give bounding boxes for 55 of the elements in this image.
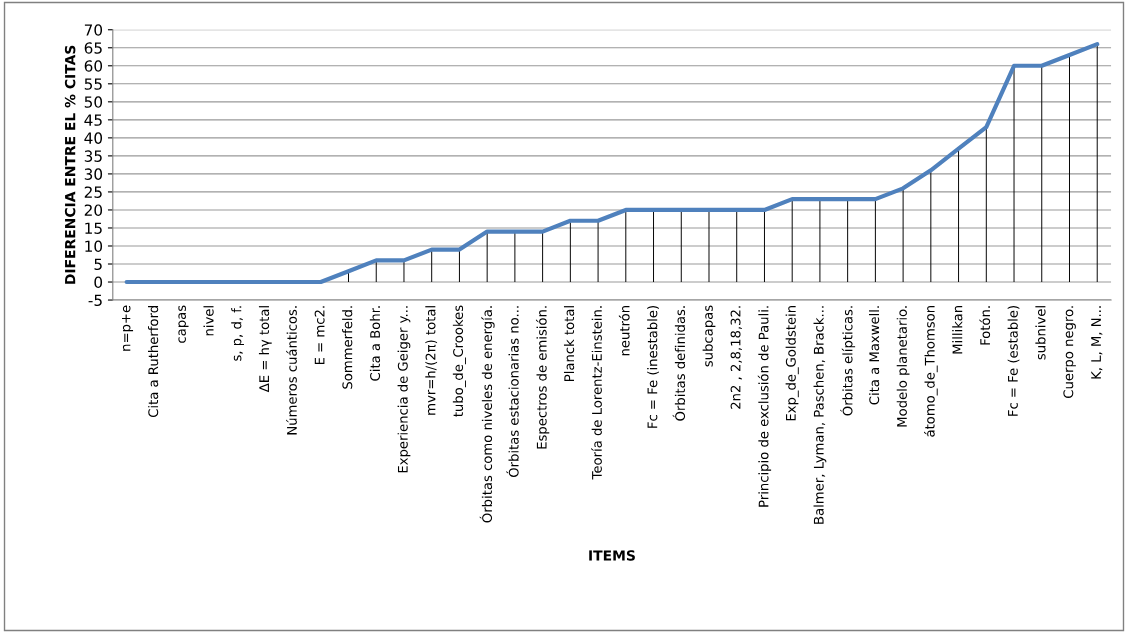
x-tick-label: K, L, M, N... <box>1091 306 1103 379</box>
x-tick-label: s, p, d, f. <box>231 306 244 361</box>
x-tick-label: Órbitas como niveles de energía. <box>479 306 495 523</box>
x-tick-label: Exp_de_Goldstein <box>785 306 799 421</box>
x-tick-label: E = mc2. <box>314 306 325 365</box>
x-tick-label: Cita a Maxwell. <box>868 306 880 405</box>
y-tick-label: 25 <box>84 186 102 198</box>
y-tick-label: 5 <box>94 258 102 271</box>
x-tick-label: subnivel <box>1035 306 1046 360</box>
line-series <box>124 42 1100 285</box>
x-tick-label: Espectros de emisión. <box>535 306 550 449</box>
x-tick-label: Sommerfeld. <box>342 306 353 389</box>
x-tick-label: nivel <box>203 306 214 336</box>
y-tick-label: 10 <box>85 240 103 253</box>
x-tick-label: subcapas <box>702 305 716 367</box>
x-tick-label: Teoría de Lorentz-Einstein. <box>591 306 602 480</box>
x-tick-label: tubo_de_Crookes <box>452 305 466 417</box>
y-tick-label: 0 <box>94 276 103 289</box>
x-tick-label: Números cuánticos. <box>286 306 297 435</box>
x-tick-label: Fc = Fe (inestable) <box>647 306 659 428</box>
y-tick-label: 20 <box>84 204 103 216</box>
y-tick-label: 55 <box>84 78 102 90</box>
x-tick-label: Fotón. <box>979 306 991 345</box>
y-tick-label: 70 <box>84 24 103 36</box>
y-tick-label: 35 <box>84 150 102 162</box>
x-tick-label: Órbitas estacionarias no... <box>506 306 519 478</box>
x-tick-label: neutrón <box>618 306 630 356</box>
x-tick-label: Millikan <box>952 306 963 354</box>
y-tick-label: 65 <box>84 42 102 54</box>
x-tick-label: Planck total <box>563 306 575 381</box>
x-tick-label: ΔE = hγ total <box>258 306 272 393</box>
x-tick-label: Cuerpo negro. <box>1063 306 1076 398</box>
y-tick-label: 40 <box>84 132 103 144</box>
y-axis-title: DIFERENCIA ENTRE EL % CITAS <box>64 45 76 284</box>
x-tick-label: n=p+e <box>122 305 134 351</box>
y-tick-label: -5 <box>88 294 102 307</box>
x-tick-label: Balmer, Lyman, Paschen, Brack... <box>813 306 827 524</box>
y-tick-label: 50 <box>84 96 103 108</box>
x-tick-label: capas <box>178 305 189 343</box>
y-tick-label: 45 <box>84 114 102 126</box>
x-tick-label: Órbitas elípticas. <box>840 306 856 416</box>
x-axis-title: ITEMS <box>589 550 635 561</box>
y-tick-label: 15 <box>85 222 102 234</box>
y-tick-label: 60 <box>84 60 103 72</box>
x-tick-label: Fc = Fe (estable) <box>1007 306 1020 416</box>
x-tick-label: Experiencia de Geiger y... <box>397 306 411 473</box>
x-tick-label: Principio de exclusión de Pauli. <box>757 306 772 507</box>
x-tick-label: Cita a Rutherford <box>148 306 159 418</box>
x-tick-label: Cita a Bohr. <box>369 306 381 381</box>
x-tick-label: átomo_de_Thomson <box>924 306 938 437</box>
x-tick-label: 2n2 , 2,8,18,32. <box>730 306 742 409</box>
x-tick-label: Órbitas definidas. <box>672 306 686 421</box>
y-tick-label: 30 <box>84 168 103 180</box>
x-tick-label: mvr=h/(2π) total <box>425 306 438 415</box>
x-tick-label: Modelo planetario. <box>896 306 910 427</box>
